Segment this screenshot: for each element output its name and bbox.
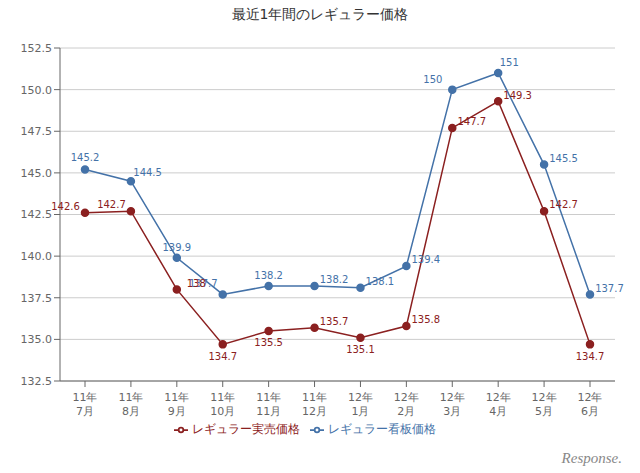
svg-text:11年11月: 11年11月 (256, 391, 281, 418)
svg-text:137.5: 137.5 (21, 292, 53, 305)
svg-text:145.2: 145.2 (71, 152, 100, 163)
svg-text:139.4: 139.4 (412, 254, 441, 265)
svg-text:132.5: 132.5 (21, 375, 53, 388)
html-text:レギュラー実売価格: レギュラー実売価格 (192, 422, 300, 436)
svg-text:152.5: 152.5 (21, 42, 53, 55)
svg-text:134.7: 134.7 (208, 351, 237, 362)
svg-text:149.3: 149.3 (503, 90, 532, 101)
svg-text:134.7: 134.7 (576, 351, 605, 362)
svg-text:151: 151 (500, 57, 519, 68)
svg-text:11年9月: 11年9月 (164, 391, 189, 418)
svg-text:12年6月: 12年6月 (578, 391, 603, 418)
svg-text:138.2: 138.2 (254, 270, 283, 281)
svg-text:147.5: 147.5 (21, 125, 53, 138)
svg-text:140.0: 140.0 (21, 250, 53, 263)
svg-text:11年12月: 11年12月 (302, 391, 327, 418)
svg-text:11年10月: 11年10月 (210, 391, 235, 418)
svg-text:12年2月: 12年2月 (394, 391, 419, 418)
svg-text:150.0: 150.0 (21, 84, 53, 97)
svg-text:147.7: 147.7 (457, 116, 486, 127)
svg-text:11年8月: 11年8月 (118, 391, 143, 418)
svg-text:138.1: 138.1 (366, 276, 395, 287)
svg-text:142.6: 142.6 (51, 201, 80, 212)
svg-text:144.5: 144.5 (133, 167, 162, 178)
svg-text:12年5月: 12年5月 (532, 391, 557, 418)
svg-text:12年3月: 12年3月 (440, 391, 465, 418)
svg-text:142.5: 142.5 (21, 208, 53, 221)
svg-text:135.0: 135.0 (21, 333, 53, 346)
svg-text:138.2: 138.2 (320, 274, 349, 285)
svg-text:11年7月: 11年7月 (73, 391, 98, 418)
svg-text:150: 150 (423, 74, 442, 85)
svg-text:12年1月: 12年1月 (348, 391, 373, 418)
html-text:Response.: Response. (561, 450, 622, 466)
svg-text:135.5: 135.5 (254, 337, 283, 348)
svg-text:145.5: 145.5 (549, 153, 578, 164)
svg-text:145.0: 145.0 (21, 167, 53, 180)
svg-text:135.8: 135.8 (412, 314, 441, 325)
svg-text:135.7: 135.7 (320, 316, 349, 327)
svg-text:12年4月: 12年4月 (486, 391, 511, 418)
html-text:最近1年間のレギュラー価格: 最近1年間のレギュラー価格 (231, 6, 409, 22)
svg-text:137.7: 137.7 (595, 283, 624, 294)
svg-text:142.7: 142.7 (97, 199, 126, 210)
svg-text:142.7: 142.7 (549, 199, 578, 210)
svg-text:135.1: 135.1 (346, 344, 375, 355)
svg-text:139.9: 139.9 (162, 242, 191, 253)
svg-text:138: 138 (187, 278, 206, 289)
html-text:レギュラー看板価格: レギュラー看板価格 (328, 422, 436, 436)
